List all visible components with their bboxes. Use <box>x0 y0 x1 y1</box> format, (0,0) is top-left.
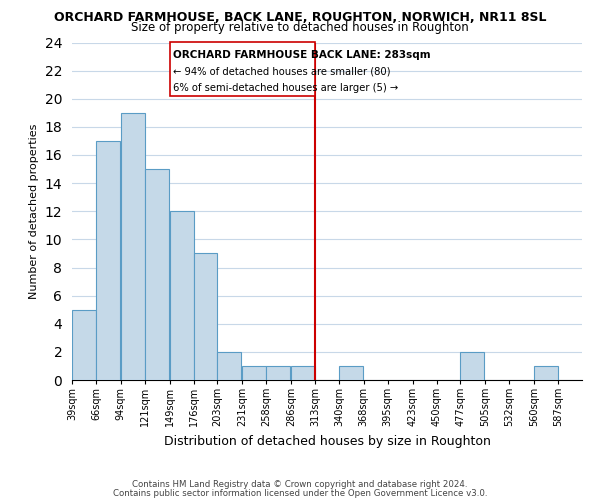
Text: Contains public sector information licensed under the Open Government Licence v3: Contains public sector information licen… <box>113 488 487 498</box>
Text: Contains HM Land Registry data © Crown copyright and database right 2024.: Contains HM Land Registry data © Crown c… <box>132 480 468 489</box>
Y-axis label: Number of detached properties: Number of detached properties <box>29 124 39 299</box>
X-axis label: Distribution of detached houses by size in Roughton: Distribution of detached houses by size … <box>164 434 490 448</box>
Bar <box>266 366 290 380</box>
Bar <box>194 254 217 380</box>
Bar <box>460 352 484 380</box>
Text: Size of property relative to detached houses in Roughton: Size of property relative to detached ho… <box>131 21 469 34</box>
Bar <box>72 310 96 380</box>
Bar <box>534 366 558 380</box>
Bar <box>170 42 315 96</box>
Bar <box>170 211 194 380</box>
Bar <box>121 113 145 380</box>
Bar <box>339 366 363 380</box>
Bar <box>291 366 315 380</box>
Bar <box>217 352 241 380</box>
Bar <box>96 141 120 380</box>
Bar <box>145 169 169 380</box>
Text: ORCHARD FARMHOUSE BACK LANE: 283sqm: ORCHARD FARMHOUSE BACK LANE: 283sqm <box>173 50 431 60</box>
Text: ORCHARD FARMHOUSE, BACK LANE, ROUGHTON, NORWICH, NR11 8SL: ORCHARD FARMHOUSE, BACK LANE, ROUGHTON, … <box>54 11 546 24</box>
Text: 6% of semi-detached houses are larger (5) →: 6% of semi-detached houses are larger (5… <box>173 82 398 92</box>
Bar <box>242 366 266 380</box>
Text: ← 94% of detached houses are smaller (80): ← 94% of detached houses are smaller (80… <box>173 66 391 76</box>
